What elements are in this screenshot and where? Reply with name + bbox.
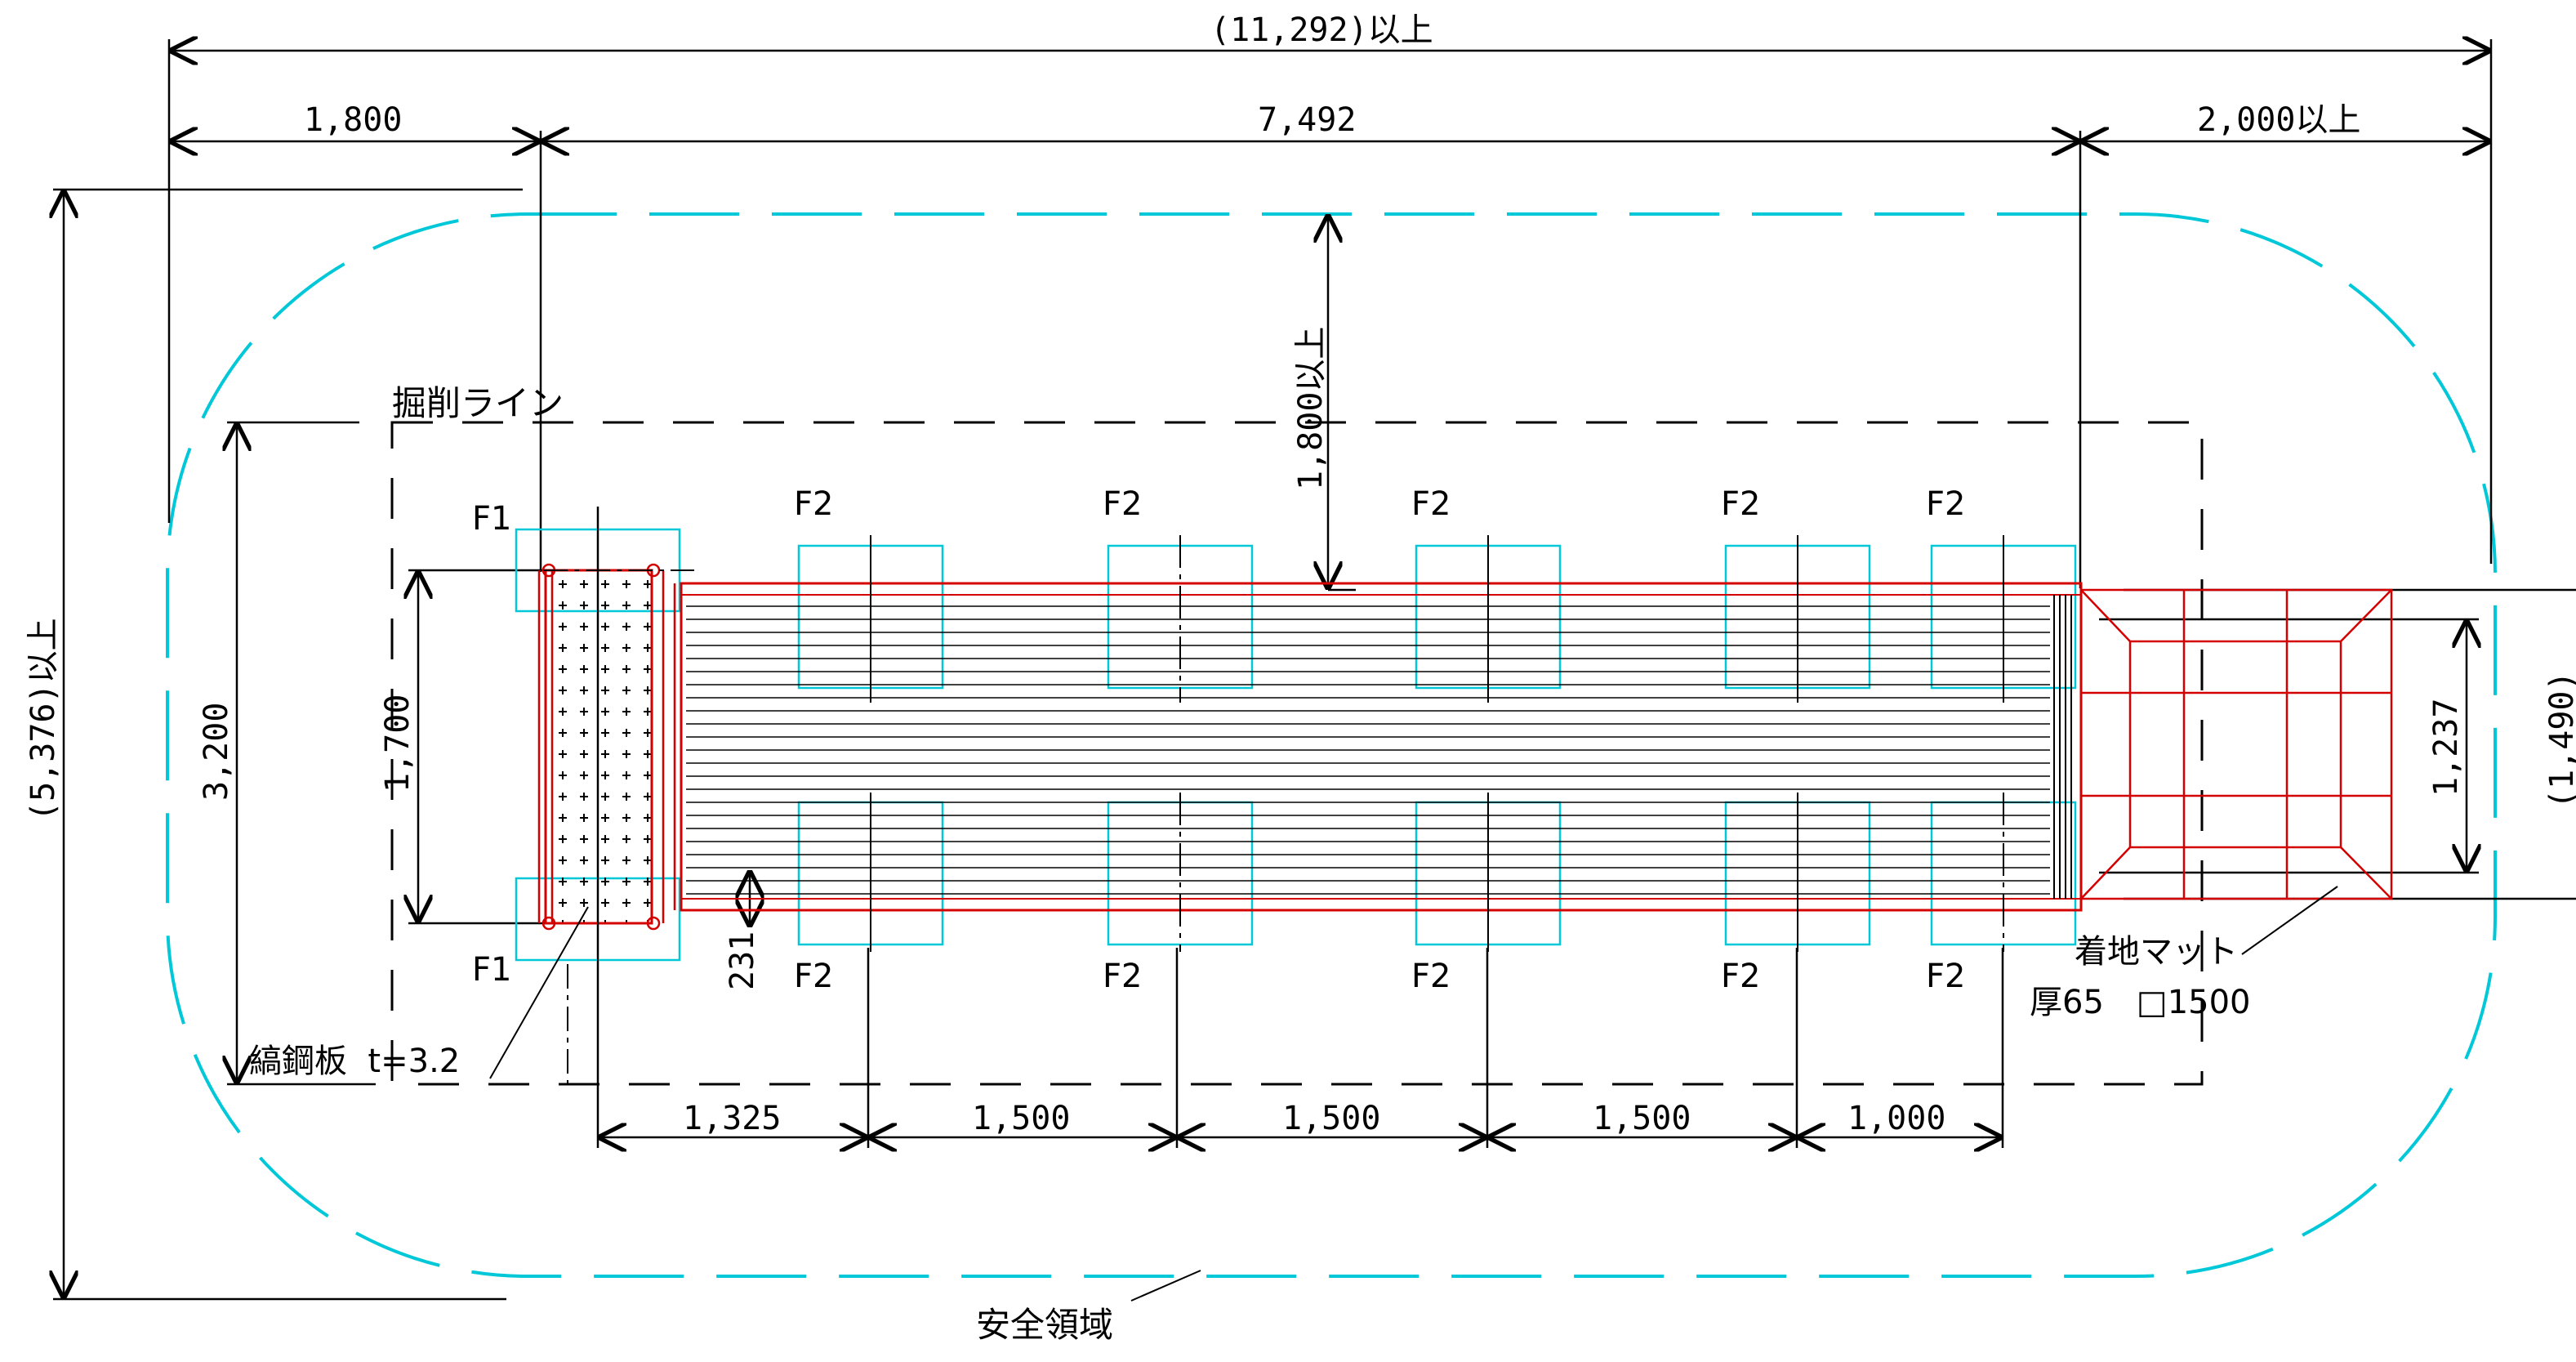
excavation-line-label: 掘削ライン [392,383,564,423]
checker-plate-label: 縞鋼板 t=3.2 [249,1043,460,1080]
leader-lines [489,886,2338,1302]
f2-label: F2 [1721,485,1760,523]
mat-dimension-lines [2099,588,2576,900]
landing-mat [2079,588,2393,900]
left-dimension-lines [53,188,572,1301]
excavation-height-label: 3,200 [198,703,235,801]
mat-spec-label: 厚65 □1500 [2030,984,2251,1021]
mat-outer-label: (1,490) [2543,671,2576,809]
clearance-dimension [1328,214,1356,592]
f2-label: F2 [1926,485,1965,523]
total-width-label: (11,292)以上 [1210,11,1433,49]
f2-label: F2 [1926,958,1965,995]
landing-mat-label: 着地マット [2075,933,2238,971]
bottom-dimension-lines [596,507,2004,1148]
bottom-dim-2: 1,500 [972,1100,1070,1137]
top-dimension-lines [167,39,2493,588]
right-width-label: 2,000以上 [2197,101,2360,139]
bottom-dim-3: 1,500 [1282,1100,1380,1137]
f2-label: F2 [1103,958,1142,995]
f2-label: F2 [1103,485,1142,523]
clearance-label: 1,800以上 [1292,327,1330,490]
f1-label-top: F1 [472,500,511,538]
f2-label: F2 [1411,958,1451,995]
footing-center-lines [543,507,2004,1087]
total-height-label: (5,376)以上 [25,618,62,821]
f2-label: F2 [794,485,833,523]
bridge-deck [680,582,2083,912]
excavation-line [390,421,2204,1086]
f2-label: F2 [1411,485,1451,523]
offset-label: 231 [724,931,761,990]
f2-label: F2 [794,958,833,995]
beam-width-label: 1,700 [379,694,417,793]
bottom-dim-4: 1,500 [1593,1100,1691,1137]
middle-width-label: 7,492 [1258,101,1356,139]
f1-label-bottom: F1 [472,951,511,989]
left-width-label: 1,800 [304,101,402,139]
f2-label: F2 [1721,958,1760,995]
safety-area-label: 安全領域 [976,1305,1113,1345]
bottom-dim-1: 1,325 [683,1100,781,1137]
bottom-dim-5: 1,000 [1847,1100,1945,1137]
mat-width-label: 1,237 [2427,699,2465,797]
